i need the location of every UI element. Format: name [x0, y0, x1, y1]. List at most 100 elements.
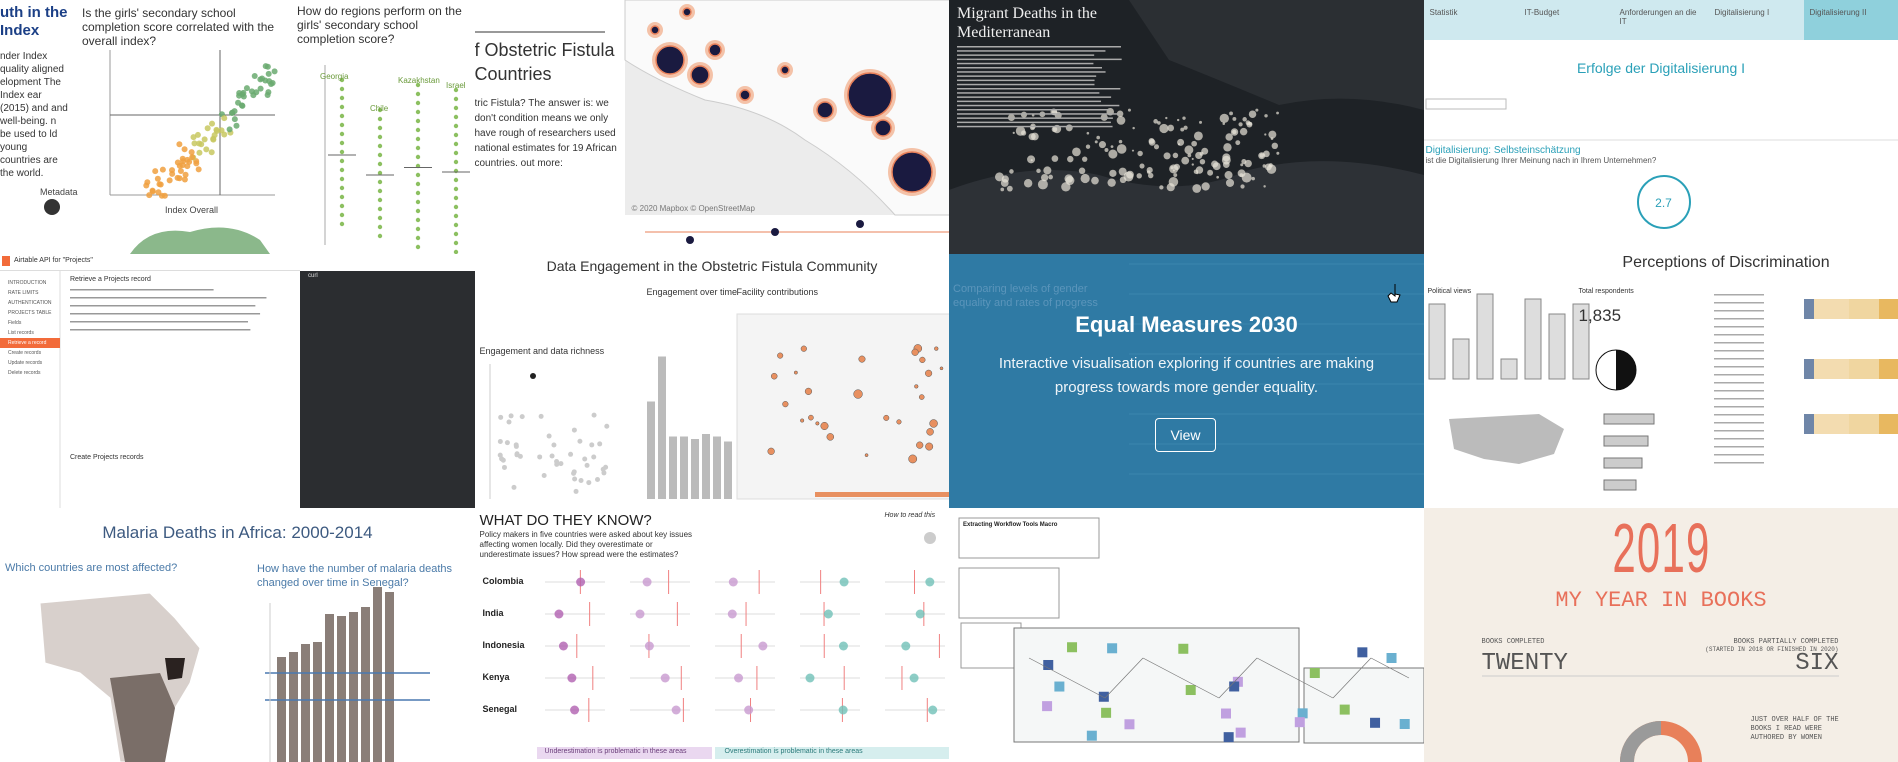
site	[924, 442, 933, 451]
dot	[195, 166, 202, 173]
thumb	[474, 0, 949, 244]
text-line	[1713, 318, 1764, 320]
incident	[1091, 176, 1099, 185]
tile[interactable]: 2019 MY YEAR IN BOOKS BOOKS COMPLETED TW…	[1423, 508, 1898, 762]
tool	[1178, 643, 1189, 654]
incident	[1258, 152, 1266, 160]
dot	[268, 80, 275, 87]
incident	[1082, 156, 1088, 162]
text-line	[1713, 390, 1764, 392]
tile[interactable]: Statistik IT-Budget Anforderungen an die I…	[1423, 0, 1898, 254]
dot	[415, 199, 421, 205]
site	[799, 418, 804, 423]
site	[918, 356, 925, 363]
text-line	[957, 71, 1106, 73]
tile[interactable]: Airtable API for "Projects" INTRODUCTION…	[0, 254, 475, 508]
site	[939, 366, 943, 371]
incident	[1051, 155, 1059, 162]
incident	[1000, 179, 1009, 187]
thumb	[1428, 293, 1898, 491]
dot	[238, 102, 245, 109]
tile[interactable]: WHAT DO THEY KNOW? Policy makers in five…	[474, 508, 949, 762]
connector	[1180, 677, 1220, 699]
site	[767, 447, 775, 455]
incident	[1177, 138, 1185, 146]
dot	[453, 186, 459, 192]
tile[interactable]: Comparing levels of gender equality and …	[949, 254, 1424, 508]
text-line	[957, 117, 1113, 119]
dot	[571, 476, 577, 482]
site	[814, 421, 819, 426]
text-line	[70, 321, 249, 323]
tile[interactable]: Perceptions of Discrimination Political …	[1423, 254, 1898, 508]
dot	[584, 462, 590, 468]
dot	[339, 176, 345, 182]
incident	[1100, 113, 1108, 121]
dot	[415, 172, 421, 178]
dot	[228, 109, 235, 116]
dot	[221, 115, 228, 122]
text-line	[1713, 358, 1764, 360]
incident	[1165, 116, 1168, 120]
dot	[184, 156, 191, 163]
dot	[553, 458, 559, 464]
text-line	[957, 121, 1111, 124]
dot	[377, 170, 383, 176]
dot	[240, 93, 247, 100]
incident	[1172, 169, 1175, 172]
tile[interactable]: Extracting Workflow Tools Macro	[949, 508, 1424, 762]
bubble	[681, 7, 692, 17]
dot	[541, 472, 547, 478]
tile[interactable]: f Obstetric Fistula Countries tric Fistu…	[474, 0, 949, 254]
incident	[994, 172, 1004, 182]
tile[interactable]: uth in the Index nder Index quality alig…	[0, 0, 475, 254]
dot	[538, 413, 544, 419]
estimate	[644, 641, 654, 651]
title: Malaria Deaths in Africa: 2000-2014	[102, 523, 373, 542]
dot	[453, 123, 459, 129]
thumb	[489, 313, 949, 500]
estimate	[553, 609, 563, 619]
tile[interactable]: Migrant Deaths in the Mediterranean	[949, 0, 1424, 254]
dot	[339, 149, 345, 155]
nav-item: PROJECTS TABLE	[8, 310, 52, 316]
overlay-title: Equal Measures 2030	[1075, 312, 1298, 337]
site	[915, 441, 923, 449]
incident	[1116, 116, 1126, 125]
dot	[453, 177, 459, 183]
connector	[1066, 677, 1106, 699]
dot	[177, 167, 184, 174]
dot	[576, 438, 582, 444]
incident	[1109, 169, 1117, 177]
incident	[1000, 187, 1005, 192]
incident	[1169, 164, 1179, 174]
bubble	[815, 101, 834, 119]
incident	[1240, 163, 1244, 167]
panel-title: Engagement and data richness	[479, 346, 605, 356]
tile[interactable]: Data Engagement in the Obstetric Fistula…	[474, 254, 949, 508]
dot	[377, 197, 383, 203]
dot	[567, 451, 573, 457]
dot	[339, 131, 345, 137]
dot	[571, 427, 577, 433]
tile[interactable]: Malaria Deaths in Africa: 2000-2014 Whic…	[0, 508, 475, 762]
dot	[213, 126, 220, 133]
text-line	[1713, 302, 1764, 304]
dot	[415, 244, 421, 250]
dot	[453, 141, 459, 147]
dot	[339, 203, 345, 209]
dot	[519, 414, 525, 420]
dot	[226, 126, 233, 133]
site	[918, 394, 925, 400]
dot	[208, 149, 215, 156]
incident	[1264, 114, 1268, 118]
country: Senegal	[482, 704, 518, 714]
view-button[interactable]: View	[1155, 418, 1216, 452]
tool	[1386, 653, 1397, 663]
dot	[581, 456, 587, 462]
map-shape	[130, 227, 270, 254]
incident	[1223, 143, 1232, 152]
label: Political views	[1427, 288, 1472, 295]
tool	[1235, 727, 1246, 738]
estimate	[727, 609, 737, 619]
